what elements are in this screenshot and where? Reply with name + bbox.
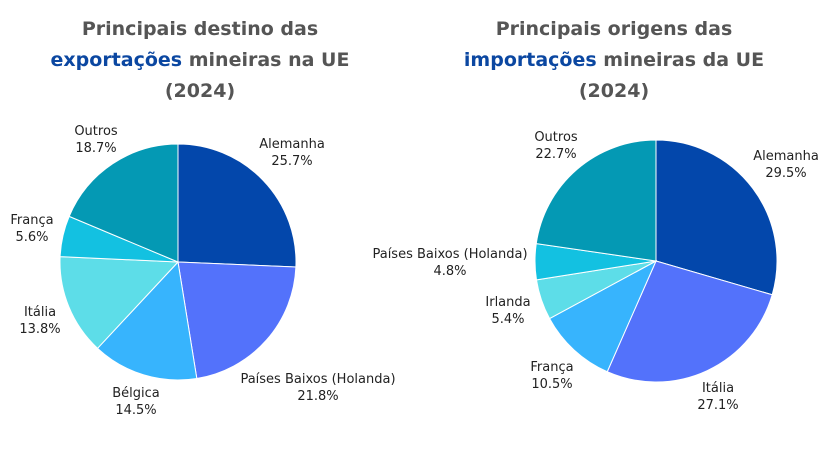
import-pie-chart: Alemanha 29.5% Itália 27.1% França 10.5% Irlan…	[372, 130, 819, 413]
export-slice-label-alemanha: Alemanha 25.7%	[259, 137, 325, 169]
export-title-rest: mineiras na UE	[182, 49, 350, 71]
import-title-highlight: importações	[463, 49, 597, 71]
export-slice-outros	[68, 143, 179, 263]
export-slice-alemanha	[177, 143, 297, 268]
export-slice-label-belgica: Bélgica 14.5%	[112, 386, 160, 418]
import-slice-outros	[535, 139, 657, 262]
import-slice-label-outros: Outros 22.7%	[534, 130, 578, 162]
import-slice-label-italia: Itália 27.1%	[697, 381, 738, 413]
import-slice-franca	[548, 259, 658, 373]
import-slice-label-paises-baixos-holanda: Países Baixos (Holanda) 4.8%	[372, 247, 527, 279]
export-slice-paises-baixos-holanda	[177, 261, 297, 380]
import-slice-label-irlanda: Irlanda 5.4%	[485, 295, 530, 327]
export-slice-belgica	[96, 260, 198, 381]
import-slice-alemanha	[655, 139, 778, 296]
export-slice-label-italia: Itália 13.8%	[19, 305, 60, 337]
import-chart-title: Principais origens das importações minei…	[400, 14, 828, 107]
export-slice-italia	[59, 256, 180, 350]
import-slice-label-franca: França 10.5%	[530, 360, 573, 392]
export-chart-panel: Principais destino das exportações minei…	[0, 0, 400, 461]
import-slice-italia	[606, 260, 773, 383]
export-title-line2: exportações mineiras na UE	[0, 45, 400, 76]
export-title-line1: Principais destino das	[81, 18, 319, 40]
export-slice-label-franca: França 5.6%	[10, 213, 53, 245]
import-slice-label-alemanha: Alemanha 29.5%	[753, 149, 819, 181]
import-title-year: (2024)	[578, 80, 650, 102]
import-chart-panel: Principais origens das importações minei…	[372, 0, 828, 461]
import-title-line1: Principais origens das	[495, 18, 733, 40]
export-chart-title: Principais destino das exportações minei…	[0, 14, 400, 107]
import-title-line2: importações mineiras da UE	[400, 45, 828, 76]
import-title-rest: mineiras da UE	[596, 49, 765, 71]
export-pie-chart: Alemanha 25.7% Países Baixos (Holanda) 21.8…	[10, 124, 395, 418]
export-title-year: (2024)	[164, 80, 236, 102]
export-title-highlight: exportações	[50, 49, 183, 71]
export-slice-label-outros: Outros 18.7%	[74, 124, 118, 156]
export-slice-label-paises-baixos-holanda: Países Baixos (Holanda) 21.8%	[240, 372, 395, 404]
